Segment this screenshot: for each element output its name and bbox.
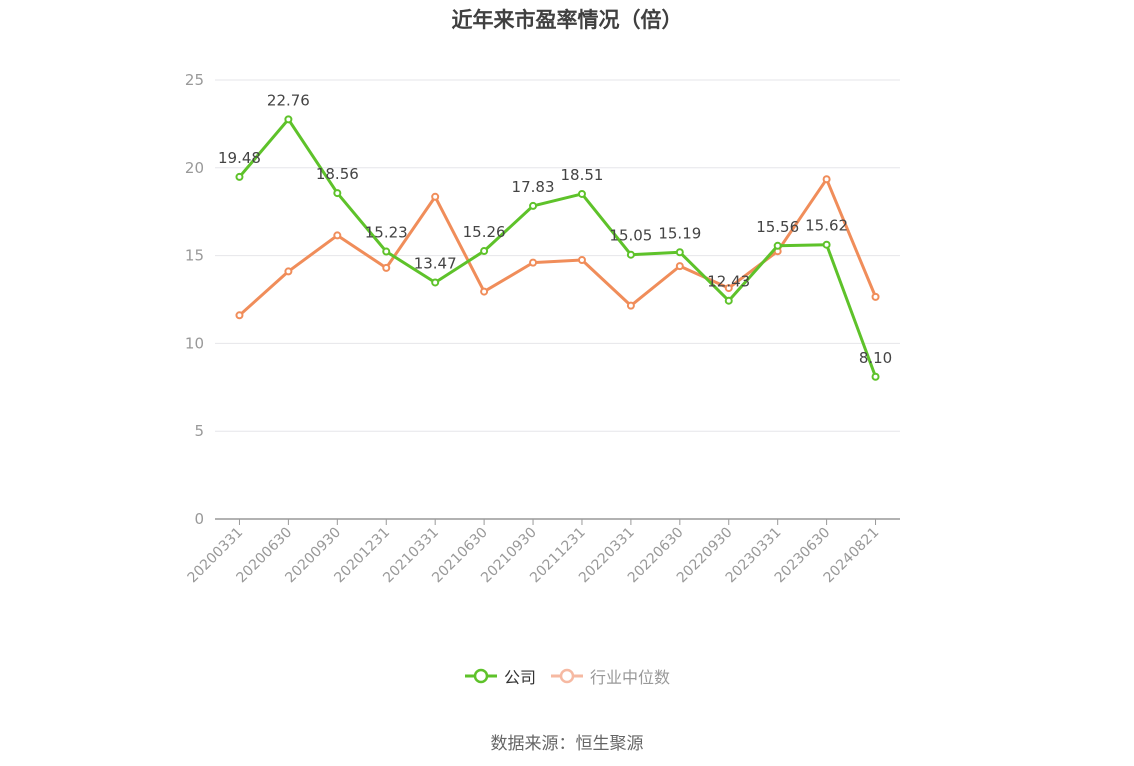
data-label: 15.19 bbox=[658, 224, 701, 242]
y-tick-label: 15 bbox=[185, 247, 204, 265]
legend-item-company[interactable]: 公司 bbox=[464, 664, 536, 688]
legend-label-company: 公司 bbox=[503, 668, 536, 687]
data-label: 18.51 bbox=[560, 166, 603, 184]
y-tick-label: 10 bbox=[185, 334, 204, 352]
y-tick-label: 0 bbox=[194, 510, 204, 528]
industry-point bbox=[235, 311, 244, 320]
company-point bbox=[724, 296, 733, 305]
company-point bbox=[431, 278, 440, 287]
industry-point bbox=[577, 255, 586, 264]
industry-point bbox=[871, 292, 880, 301]
industry-point bbox=[382, 263, 391, 272]
company-point bbox=[675, 248, 684, 257]
company-point bbox=[822, 240, 831, 249]
company-point bbox=[577, 189, 586, 198]
axes: 0510152025202003312020063020200930202012… bbox=[185, 71, 900, 586]
industry-point bbox=[529, 258, 538, 267]
company-line bbox=[238, 117, 877, 378]
industry-point bbox=[724, 284, 733, 293]
company-point bbox=[773, 241, 782, 250]
y-tick-label: 5 bbox=[194, 422, 204, 440]
company-point bbox=[333, 189, 342, 198]
company-point bbox=[480, 247, 489, 256]
data-label: 13.47 bbox=[414, 254, 457, 272]
company-point bbox=[382, 247, 391, 256]
legend-label-industry: 行业中位数 bbox=[590, 668, 671, 687]
industry-point bbox=[822, 175, 831, 184]
industry-point bbox=[626, 301, 635, 310]
grid-lines bbox=[215, 79, 900, 432]
data-label: 19.48 bbox=[218, 149, 261, 167]
company-point bbox=[871, 372, 880, 381]
data-label: 8.10 bbox=[859, 349, 892, 367]
legend-company-icon bbox=[464, 668, 497, 684]
data-labels: 19.48 22.76 18.56 15.23 13.47 15.26 17.83 18.51… bbox=[218, 91, 892, 366]
data-label: 15.05 bbox=[609, 227, 652, 245]
data-label: 15.62 bbox=[805, 217, 848, 235]
industry-point bbox=[431, 192, 440, 201]
company-point bbox=[284, 115, 293, 124]
company-point bbox=[529, 201, 538, 210]
industry-point bbox=[675, 262, 684, 271]
y-tick-label: 20 bbox=[185, 159, 204, 177]
data-label: 15.56 bbox=[756, 218, 799, 236]
data-label: 15.23 bbox=[365, 224, 408, 242]
data-label: 22.76 bbox=[267, 91, 310, 109]
industry-point bbox=[284, 267, 293, 276]
data-label: 18.56 bbox=[316, 165, 359, 183]
company-point bbox=[626, 250, 635, 259]
data-label: 12.43 bbox=[707, 273, 750, 291]
data-source: 数据来源：恒生聚源 bbox=[490, 734, 644, 754]
line-chart: 0510152025202003312020063020200930202012… bbox=[185, 71, 900, 586]
legend-industry-icon bbox=[551, 668, 583, 684]
company-point bbox=[235, 172, 244, 181]
y-tick-label: 25 bbox=[185, 71, 204, 89]
legend-item-industry[interactable]: 行业中位数 bbox=[550, 664, 670, 688]
industry-point bbox=[333, 231, 342, 240]
chart-title: 近年来市盈率情况（倍） bbox=[451, 8, 683, 32]
industry-point bbox=[480, 287, 489, 296]
data-label: 15.26 bbox=[463, 223, 506, 241]
legend: 公司 行业中位数 bbox=[0, 664, 1134, 688]
data-label: 17.83 bbox=[512, 178, 555, 196]
series bbox=[235, 115, 880, 381]
industry-line bbox=[238, 177, 877, 317]
